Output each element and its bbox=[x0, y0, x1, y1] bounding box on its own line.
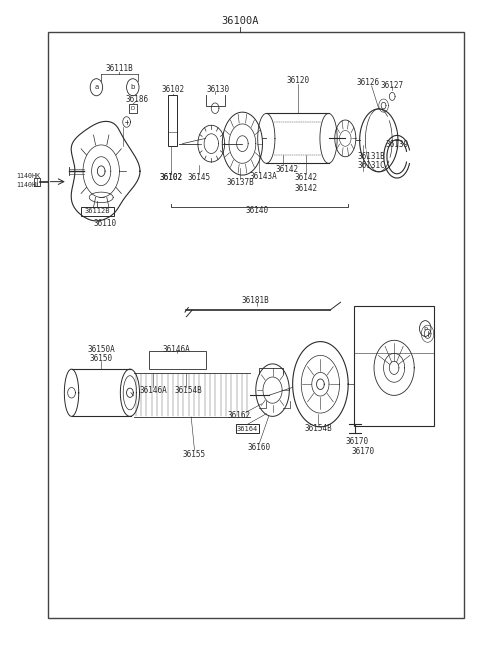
Text: 36120: 36120 bbox=[287, 76, 310, 85]
Text: 36146A: 36146A bbox=[163, 345, 191, 354]
Text: 36150: 36150 bbox=[90, 353, 113, 363]
Bar bbox=[168, 95, 177, 147]
Text: 36131B: 36131B bbox=[358, 152, 385, 161]
Text: 36181B: 36181B bbox=[241, 296, 269, 305]
Text: 36139: 36139 bbox=[385, 141, 408, 149]
Text: 36110: 36110 bbox=[94, 219, 117, 228]
Bar bbox=[354, 306, 434, 426]
Text: 36142: 36142 bbox=[295, 173, 318, 182]
Text: b: b bbox=[423, 326, 427, 331]
Bar bbox=[81, 206, 114, 216]
Bar bbox=[236, 424, 259, 434]
Text: 36186: 36186 bbox=[126, 95, 149, 104]
Text: 36155: 36155 bbox=[183, 450, 206, 459]
Text: 36111B: 36111B bbox=[106, 64, 133, 74]
Bar bbox=[149, 351, 205, 369]
Text: 1140HL: 1140HL bbox=[16, 182, 40, 188]
Text: 36102: 36102 bbox=[161, 85, 184, 95]
Text: 36150A: 36150A bbox=[87, 345, 115, 354]
Text: 36170: 36170 bbox=[352, 447, 375, 456]
Text: 36137B: 36137B bbox=[226, 179, 254, 187]
Text: 36164: 36164 bbox=[237, 426, 258, 432]
Text: 36102: 36102 bbox=[159, 173, 182, 182]
Text: 36146A: 36146A bbox=[139, 386, 167, 396]
Text: 36100A: 36100A bbox=[221, 16, 259, 26]
Text: 36162: 36162 bbox=[227, 411, 250, 420]
Text: 36154B: 36154B bbox=[304, 424, 332, 433]
Text: 36160: 36160 bbox=[248, 443, 271, 452]
Text: 1140HK: 1140HK bbox=[16, 173, 40, 179]
Bar bbox=[129, 104, 137, 114]
Text: 36112B: 36112B bbox=[84, 208, 110, 214]
Text: D: D bbox=[131, 106, 135, 112]
Text: 36130: 36130 bbox=[207, 85, 230, 95]
Text: 36142: 36142 bbox=[276, 165, 299, 173]
Text: b: b bbox=[131, 84, 135, 90]
Text: 36127: 36127 bbox=[381, 81, 404, 91]
Text: 36102: 36102 bbox=[159, 173, 182, 182]
Text: 36131C: 36131C bbox=[358, 162, 385, 170]
Text: a: a bbox=[94, 84, 98, 90]
Text: 36145: 36145 bbox=[188, 173, 211, 182]
Text: 36140: 36140 bbox=[245, 206, 268, 215]
Text: 36170: 36170 bbox=[346, 437, 369, 445]
Text: 36142: 36142 bbox=[295, 184, 318, 193]
Text: 36154B: 36154B bbox=[175, 386, 203, 396]
Bar bbox=[48, 32, 464, 618]
Text: 36126: 36126 bbox=[357, 78, 380, 87]
Text: 36143A: 36143A bbox=[249, 172, 277, 181]
